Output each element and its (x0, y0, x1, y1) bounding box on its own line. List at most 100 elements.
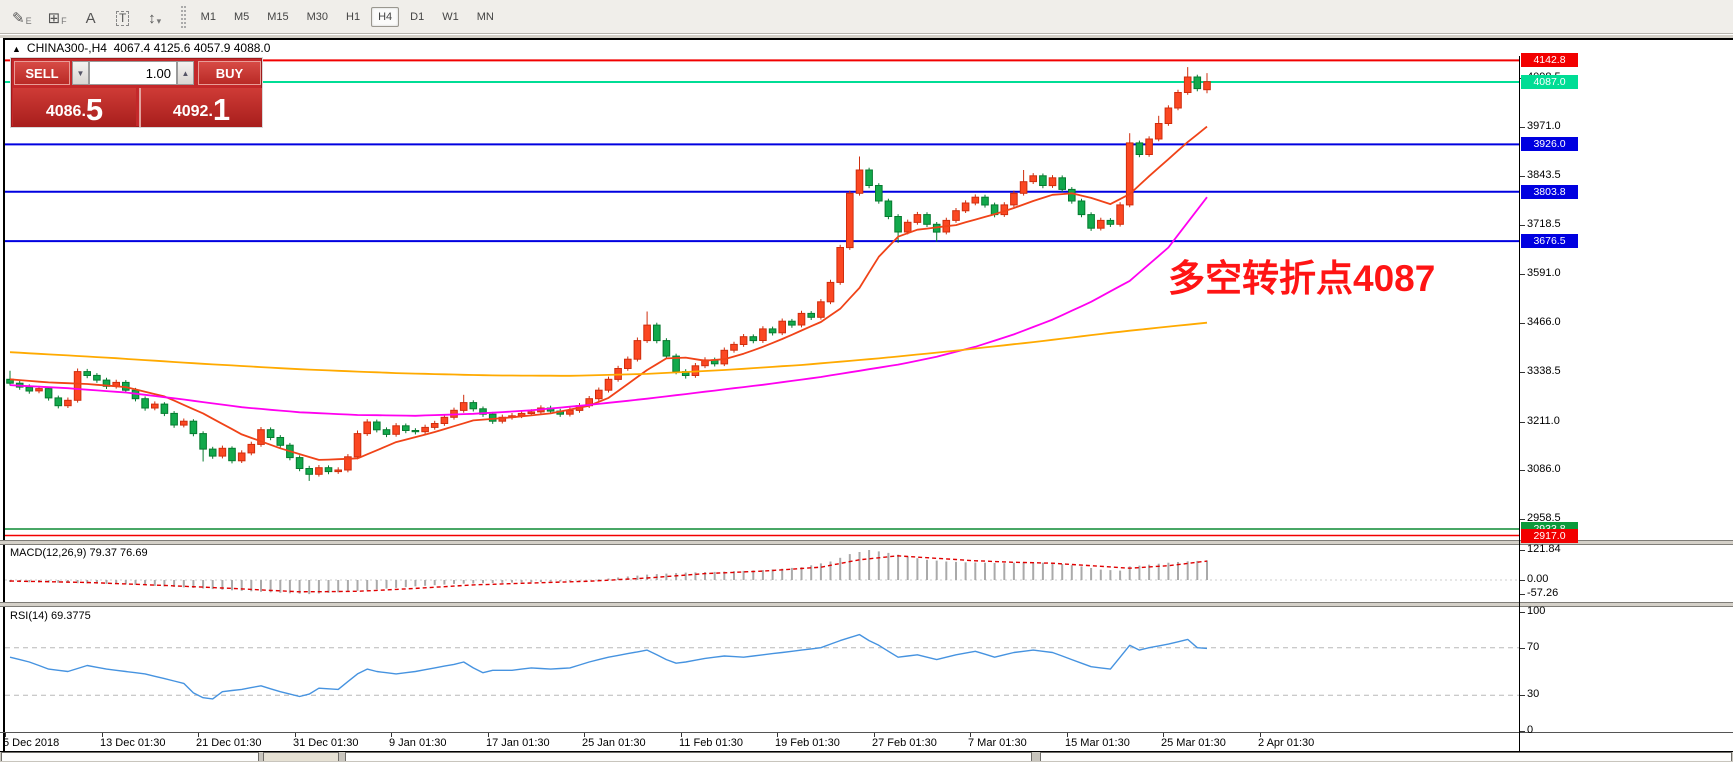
sell-price-pips: 5 (85, 92, 104, 127)
price-tick-label: 3718.5 (1527, 218, 1561, 230)
sell-price-button[interactable]: 4086. 5 (13, 88, 136, 127)
timeframe-button-d1[interactable]: D1 (410, 10, 425, 23)
time-tick-mark (584, 733, 585, 737)
time-axis-border (0, 732, 1733, 733)
time-tick-mark (102, 733, 103, 737)
time-tick-label: 27 Feb 01:30 (872, 737, 937, 749)
window-bottom-border (0, 751, 1733, 752)
buy-price-main: 4092 (172, 103, 209, 120)
text-box-icon: T (116, 10, 130, 26)
rsi-tick-mark (1520, 612, 1525, 613)
toolbar: ✎ E ⊞ F A T ↕ ▾ M1 M5 M15 M30 H1 H4 D1 W1 MN (0, 0, 1733, 34)
rsi-tick-label: 30 (1527, 688, 1540, 700)
macd-tick-mark (1520, 594, 1525, 595)
price-level-badge: 3676.5 (1521, 234, 1578, 248)
arrange-arrows-icon-sub: ▾ (156, 15, 162, 26)
time-tick-mark (488, 733, 489, 737)
time-tick-label: 7 Mar 01:30 (968, 737, 1027, 749)
timeframe-button-m1[interactable]: M1 (200, 10, 216, 23)
macd-tick-label: 0.00 (1527, 573, 1549, 585)
draw-channel-icon-sub: E (25, 15, 32, 26)
timeframe-button-h4[interactable]: H4 (371, 6, 400, 27)
text-box-icon[interactable]: T (110, 5, 136, 29)
price-tick-label: 3971.0 (1527, 120, 1561, 132)
time-tick-label: 21 Dec 01:30 (196, 737, 262, 749)
price-level-badge: 4142.8 (1521, 53, 1578, 67)
timeframe-button-h1[interactable]: H1 (346, 10, 361, 23)
buy-price-dot: . (208, 103, 213, 120)
price-tick-label: 3843.5 (1527, 169, 1561, 181)
panel-divider[interactable] (0, 602, 1733, 607)
macd-tick-mark (1520, 550, 1525, 551)
ohlc-values: 4067.4 4125.6 4057.9 4088.0 (113, 41, 271, 55)
buy-button[interactable]: BUY (198, 61, 261, 85)
time-tick-label: 9 Jan 01:30 (389, 737, 447, 749)
bottom-strip-segment (1, 752, 259, 761)
time-tick-mark (198, 733, 199, 737)
price-level-badge: 3803.8 (1521, 185, 1578, 199)
rsi-label: RSI(14) 69.3775 (10, 610, 91, 622)
volume-input[interactable] (89, 61, 177, 85)
toolbar-gap (0, 35, 1733, 38)
macd-tick-label: 121.84 (1527, 543, 1561, 555)
price-tick-label: 3466.0 (1527, 316, 1561, 328)
price-tick-mark (1520, 274, 1525, 275)
drawing-tools-group: ✎ E ⊞ F A T ↕ ▾ (4, 5, 171, 29)
time-tick-label: 13 Dec 01:30 (100, 737, 166, 749)
volume-increase-button[interactable]: ▲ (177, 61, 194, 85)
time-tick-mark (5, 733, 6, 737)
price-axis-border (1519, 56, 1520, 751)
price-tick-label: 3338.5 (1527, 365, 1561, 377)
fibonacci-grid-icon[interactable]: ⊞ F (43, 5, 72, 29)
bottom-strip (0, 752, 1733, 762)
volume-decrease-button[interactable]: ▼ (72, 61, 89, 85)
rsi-tick-mark (1520, 648, 1525, 649)
arrange-arrows-icon[interactable]: ↕ ▾ (142, 5, 168, 29)
bottom-strip-segment (345, 752, 1032, 761)
macd-tick-mark (1520, 580, 1525, 581)
one-click-trading-panel: SELL ▼ ▲ BUY 4086.5 4092.1 (10, 57, 263, 128)
draw-channel-icon[interactable]: ✎ E (7, 5, 37, 29)
price-tick-mark (1520, 176, 1525, 177)
fibonacci-grid-icon: ⊞ (47, 9, 61, 27)
time-tick-label: 15 Mar 01:30 (1065, 737, 1130, 749)
draw-channel-icon: ✎ (12, 9, 25, 27)
timeframe-button-m15[interactable]: M15 (267, 10, 289, 23)
text-label-icon: A (85, 9, 96, 27)
arrange-arrows-icon: ↕ (148, 9, 156, 27)
price-tick-label: 3591.0 (1527, 267, 1561, 279)
time-tick-mark (970, 733, 971, 737)
time-tick-label: 11 Feb 01:30 (679, 737, 744, 749)
price-tick-mark (1520, 127, 1525, 128)
price-tick-mark (1520, 470, 1525, 471)
time-tick-label: 31 Dec 01:30 (293, 737, 359, 749)
timeframe-button-w1[interactable]: W1 (442, 10, 459, 23)
time-tick-mark (391, 733, 392, 737)
price-level-badge: 2917.0 (1521, 529, 1578, 543)
buy-price-button[interactable]: 4092. 1 (139, 88, 262, 127)
timeframe-button-m30[interactable]: M30 (306, 10, 329, 23)
timeframe-button-m5[interactable]: M5 (233, 10, 250, 23)
timeframe-button-mn[interactable]: MN (476, 10, 494, 23)
price-tick-label: 2958.5 (1527, 512, 1561, 524)
toolbar-separator (180, 5, 186, 28)
time-tick-mark (1067, 733, 1068, 737)
text-label-icon[interactable]: A (78, 5, 104, 29)
panel-divider[interactable] (0, 540, 1733, 545)
sell-price-main: 4086 (45, 103, 82, 120)
time-tick-label: 17 Jan 01:30 (486, 737, 550, 749)
buy-price-pips: 1 (212, 92, 231, 127)
price-tick-label: 3086.0 (1527, 463, 1561, 475)
time-tick-label: 19 Feb 01:30 (775, 737, 840, 749)
price-tick-label: 3211.0 (1527, 415, 1560, 427)
time-tick-mark (777, 733, 778, 737)
chart-title: ▲ CHINA300-,H4 4067.4 4125.6 4057.9 4088.… (12, 41, 270, 55)
time-tick-label: 2 Apr 01:30 (1258, 737, 1315, 749)
rsi-tick-label: 100 (1527, 605, 1546, 617)
chart-window (3, 38, 1733, 752)
collapse-arrow-icon[interactable]: ▲ (12, 44, 21, 54)
sell-button[interactable]: SELL (14, 61, 70, 85)
bottom-strip-segment (263, 752, 339, 761)
price-level-badge: 4087.0 (1521, 75, 1578, 89)
time-tick-label: 25 Mar 01:30 (1161, 737, 1226, 749)
